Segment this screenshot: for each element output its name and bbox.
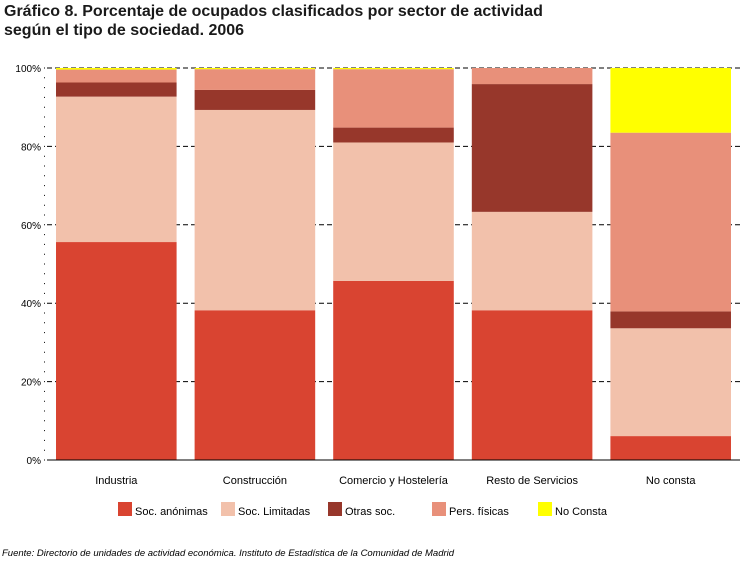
x-tick-label: No consta [646,475,696,487]
legend-item: Otras soc. [328,502,395,518]
bar-segment [56,69,177,83]
bar-segment [610,328,731,437]
x-tick-label: Industria [95,475,138,487]
legend-label: Otras soc. [345,506,395,518]
bar-segment [471,68,593,85]
legend-swatch [221,502,235,516]
bar-segment [471,84,593,212]
legend: Soc. anónimas Soc. Limitadas Otras soc. Per… [118,502,608,518]
chart-title: Gráfico 8. Porcentaje de ocupados clasif… [4,2,744,40]
legend-item: Pers. físicas [432,502,509,518]
axis-layer: 0% 20% 40% 60% 80% 100% Industria Construcción C… [15,64,740,487]
source-note: Fuente: Directorio de unidades de activi… [2,548,455,559]
bar-segment [194,109,316,311]
legend-swatch [538,502,552,516]
bar-segment [194,69,316,90]
bar-segment [333,69,454,128]
legend-item: Soc. anónimas [118,502,208,518]
x-tick-label: Construcción [223,475,287,487]
chart-title-line-1: Gráfico 8. Porcentaje de ocupados clasif… [4,3,543,20]
legend-label: Soc. Limitadas [238,506,311,518]
x-tick-label: Resto de Servicios [486,475,578,487]
bar-segment [333,280,454,460]
legend-swatch [118,502,132,516]
bar-segment [56,96,177,243]
bar-segment [471,211,593,311]
y-tick-label: 0% [27,456,42,467]
legend-item: No Consta [538,502,608,518]
chart-title-line-2: según el tipo de sociedad. 2006 [4,22,245,39]
bar-segment [333,68,454,70]
legend-item: Soc. Limitadas [221,502,311,518]
y-tick-label: 60% [21,221,41,232]
bar-segment [610,436,731,460]
bar-segment [471,310,593,460]
bar-segment [56,68,177,70]
bar-segment [610,311,731,329]
legend-label: Soc. anónimas [135,506,208,518]
x-tick-label: Comercio y Hostelería [339,475,449,487]
bars-layer [56,68,731,460]
legend-swatch [432,502,446,516]
y-tick-label: 80% [21,142,41,153]
bar-segment [56,82,177,97]
bar-segment [333,142,454,281]
bar-segment [610,68,731,133]
legend-label: Pers. físicas [449,506,509,518]
y-tick-label: 20% [21,378,41,389]
legend-swatch [328,502,342,516]
bar-segment [194,68,316,70]
legend-label: No Consta [555,506,608,518]
bar-segment [194,89,316,110]
y-tick-label: 100% [15,64,41,75]
y-tick-label: 40% [21,299,41,310]
bar-segment [194,310,316,460]
bar-segment [610,132,731,312]
bar-segment [333,127,454,143]
bar-segment [56,242,177,460]
